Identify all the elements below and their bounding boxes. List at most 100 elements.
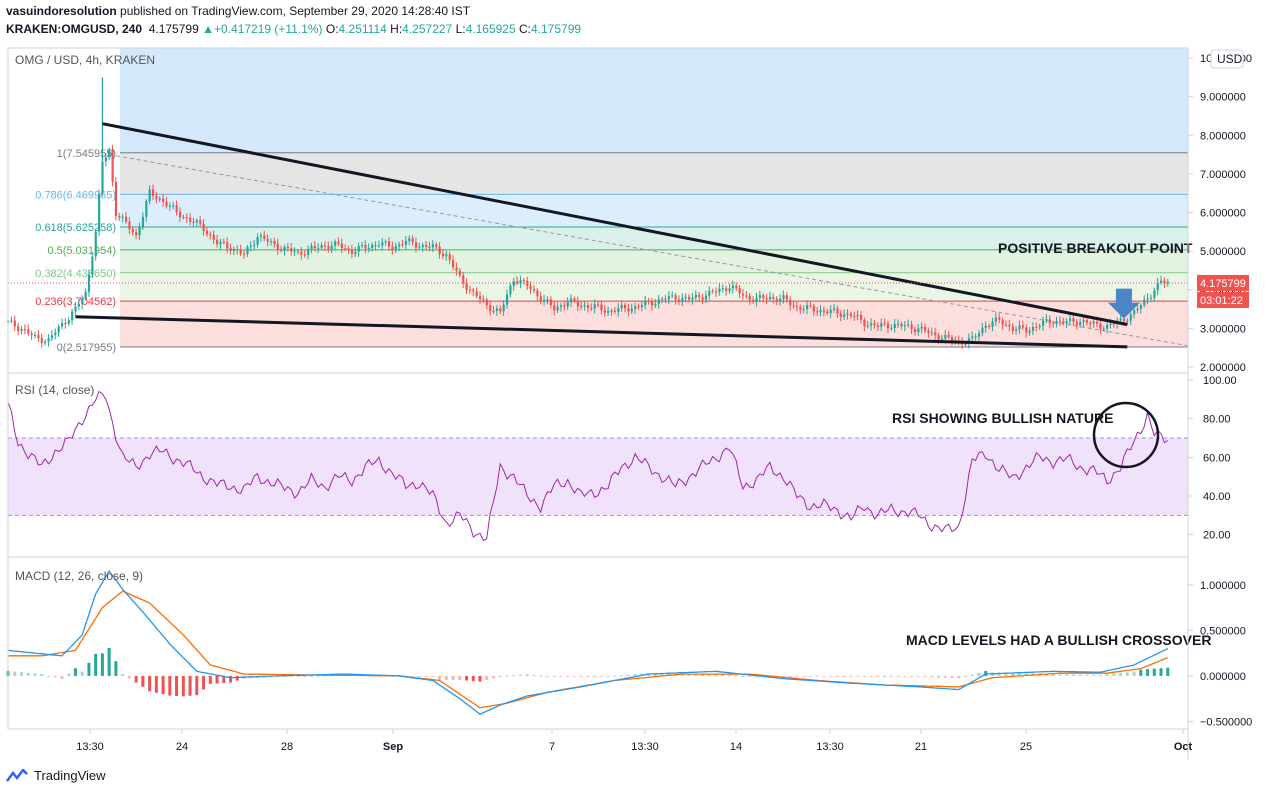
candle-body [988,325,991,327]
macd-histogram-bar [862,675,866,677]
low-label: L: [455,22,466,36]
candle-body [910,324,913,330]
candle-body [118,216,121,218]
macd-histogram-bar [424,675,428,677]
candle-body [1008,324,1011,327]
candle-body [701,297,704,300]
macd-histogram-bar [606,675,610,677]
candle-body [984,325,987,328]
rsi-line [7,390,1169,542]
chart-area[interactable]: 1(7.545955) 0.786(6.469965) 0.618(5.625258… [0,40,1269,800]
candle-body [479,296,482,300]
candle-body [644,300,647,306]
candle-body [812,306,815,312]
candle-body [546,299,549,301]
author-name[interactable]: vasuindoresolution [6,4,117,18]
macd-histogram-bar [471,675,475,682]
candle-body [772,296,775,299]
macd-tick-label: 1.000000 [1200,580,1246,592]
last-price-label: 4.175799 [1200,278,1246,290]
candle-body [789,299,792,306]
candle-body [364,245,367,249]
candle-body [907,324,910,326]
rsi-pane[interactable]: 100.00 80.00 60.00 40.00 20.00 RSI (14, close… [7,375,1237,542]
candle-body [1109,323,1112,325]
macd-histogram-bar [282,675,286,677]
candle-body [472,290,475,292]
candle-body [1153,290,1156,298]
macd-histogram-bar [815,675,819,677]
macd-legend: MACD (12, 26, close, 9) [15,569,143,583]
candle-body [543,299,546,302]
candle-body [903,325,906,327]
fib-zone [120,272,1188,302]
macd-histogram-bar [633,674,637,676]
candle-body [1166,282,1169,284]
candle-body [323,245,327,247]
candle-body [334,241,337,246]
macd-histogram-bar [94,653,98,676]
candle-body [371,244,374,248]
macd-histogram-bar [1098,675,1102,677]
macd-histogram-bar [539,675,543,677]
macd-histogram-bar [80,671,84,676]
rsi-tick-label: 60.00 [1203,452,1231,464]
candle-body [971,336,974,339]
candle-body [253,244,256,246]
currency-button[interactable] [1210,49,1244,69]
candle-body [853,315,856,317]
macd-histogram-bar [599,675,603,677]
macd-histogram-bar [1078,674,1082,676]
candle-body [229,248,232,251]
candle-body [640,305,644,308]
candle-body [50,335,54,339]
candle-body [138,227,141,236]
macd-pane[interactable]: 1.000000 0.500000 0.000000 −0.500000 MACD (1… [6,569,1253,728]
macd-histogram-bar [40,674,44,676]
candle-body [728,288,731,291]
candle-body [671,295,674,297]
candle-body [458,270,461,276]
candle-body [1133,310,1136,315]
time-axis[interactable]: 13:30 24 28 Sep 7 13:30 14 13:30 21 25 Oct [8,728,1193,753]
candle-body [495,308,499,311]
down-arrow-icon [1107,288,1140,319]
candle-body [435,244,438,247]
candle-body [212,234,215,240]
publication-header: vasuindoresolution published on TradingV… [6,4,470,18]
candle-body [613,310,617,312]
candle-body [502,304,505,312]
macd-histogram-bar [552,675,556,677]
candle-body [387,241,391,247]
candle-body [125,216,128,222]
candle-body [897,323,900,325]
price-tick-label: 2.000000 [1200,362,1246,374]
candle-body [263,235,266,239]
candle-body [131,229,134,233]
fib-zone [120,194,1188,227]
candle-body [833,308,836,310]
candle-body [273,241,276,244]
macd-histogram-bar [977,672,981,676]
candle-body [917,328,920,333]
macd-histogram-bar [215,675,219,684]
price-pane[interactable]: 1(7.545955) 0.786(6.469965) 0.618(5.625258… [7,48,1252,374]
candle-body [391,246,394,251]
candle-body [148,189,151,202]
candle-body [694,294,697,298]
macd-histogram-bar [444,675,448,680]
candle-body [1095,321,1099,324]
candle-body [452,259,455,268]
candle-body [839,313,842,317]
candle-body [313,245,316,248]
candle-body [637,306,640,308]
macd-histogram-bar [653,673,657,676]
candle-body [17,326,20,331]
candle-body [576,300,579,307]
macd-histogram-bar [229,675,233,683]
macd-tick-label: −0.500000 [1200,716,1252,728]
candle-body [890,327,893,329]
candle-body [91,256,94,275]
candle-body [67,320,70,324]
macd-histogram-bar [235,675,239,681]
